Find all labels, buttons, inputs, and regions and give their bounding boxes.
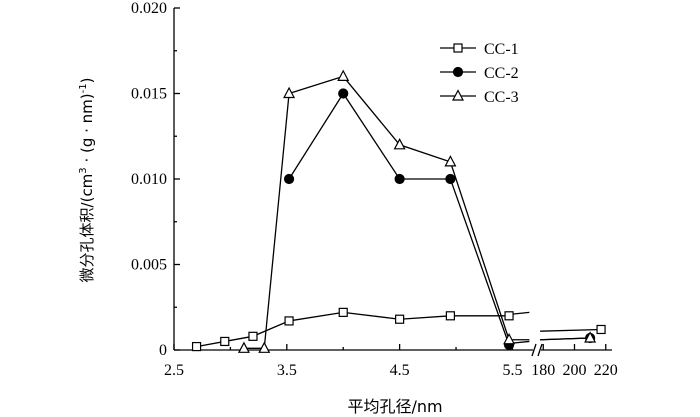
data-point (338, 88, 349, 99)
y-tick-label: 0 (159, 342, 167, 359)
legend-marker (452, 66, 464, 78)
data-point (284, 316, 294, 326)
y-axis-label-end: ) (78, 78, 96, 84)
series-layer (191, 69, 606, 353)
legend-label: CC-2 (484, 65, 519, 82)
data-point (237, 341, 250, 353)
y-tick-label: 0.015 (131, 86, 167, 103)
y-axis-label-sup2: -1 (78, 83, 89, 93)
series-line (196, 311, 510, 348)
data-point (584, 331, 597, 343)
series-cc-2 (283, 88, 596, 350)
y-axis-label-mid: · (g · nm) (78, 93, 96, 167)
x-tick-label: 3.5 (277, 362, 297, 379)
x-axis-label: 平均孔径/nm (347, 397, 442, 416)
data-point (395, 314, 405, 324)
data-point (337, 69, 350, 82)
data-point (283, 86, 296, 99)
axes: 0 0.005 0.010 0.015 0.020 2.5 3.5 4.5 5.5 180 200 2… (131, 0, 618, 379)
data-point (504, 311, 514, 321)
data-point (444, 155, 457, 167)
series-line (243, 75, 510, 349)
data-point (248, 331, 258, 341)
data-point (191, 341, 202, 352)
y-tick-label: 0.020 (131, 0, 167, 17)
data-point (445, 173, 456, 185)
legend-marker (453, 43, 463, 53)
series-cc-1 (191, 307, 606, 352)
y-axis-label: 微分孔体积/(cm3 · (g · nm)-1) (78, 78, 96, 283)
series-bridge-line (540, 328, 602, 332)
data-point (445, 311, 455, 321)
series-bridge-line (540, 337, 591, 341)
data-point (258, 341, 271, 353)
y-axis-label-main: 微分孔体积/(cm (78, 174, 96, 283)
x-tick-label: 180 (531, 362, 555, 379)
legend-marker (452, 89, 464, 101)
axis-break-mark (537, 343, 543, 357)
series-bridge-line (512, 340, 530, 344)
data-point (394, 173, 405, 185)
x-tick-label: 2.5 (164, 362, 184, 379)
y-tick-label: 0.005 (131, 257, 167, 274)
data-point (283, 173, 295, 185)
y-axis-label-sup1: 3 (78, 167, 89, 173)
legend-label: CC-1 (484, 41, 519, 58)
data-point (596, 324, 606, 335)
series-cc-3 (237, 69, 597, 353)
axis-break-mark (531, 343, 537, 357)
y-tick-label: 0.010 (131, 171, 167, 188)
x-tick-label: 4.5 (390, 362, 410, 379)
data-point (393, 138, 406, 150)
x-tick-label: 5.5 (502, 362, 522, 379)
legend: CC-1 CC-2 CC-3 (440, 41, 519, 106)
data-point (220, 336, 230, 347)
series-bridge-line (512, 311, 530, 315)
data-point (338, 307, 348, 317)
legend-label: CC-3 (484, 89, 519, 106)
data-point (503, 332, 516, 345)
x-tick-label: 220 (594, 362, 618, 379)
x-tick-label: 200 (563, 362, 587, 379)
series-line (288, 92, 510, 346)
